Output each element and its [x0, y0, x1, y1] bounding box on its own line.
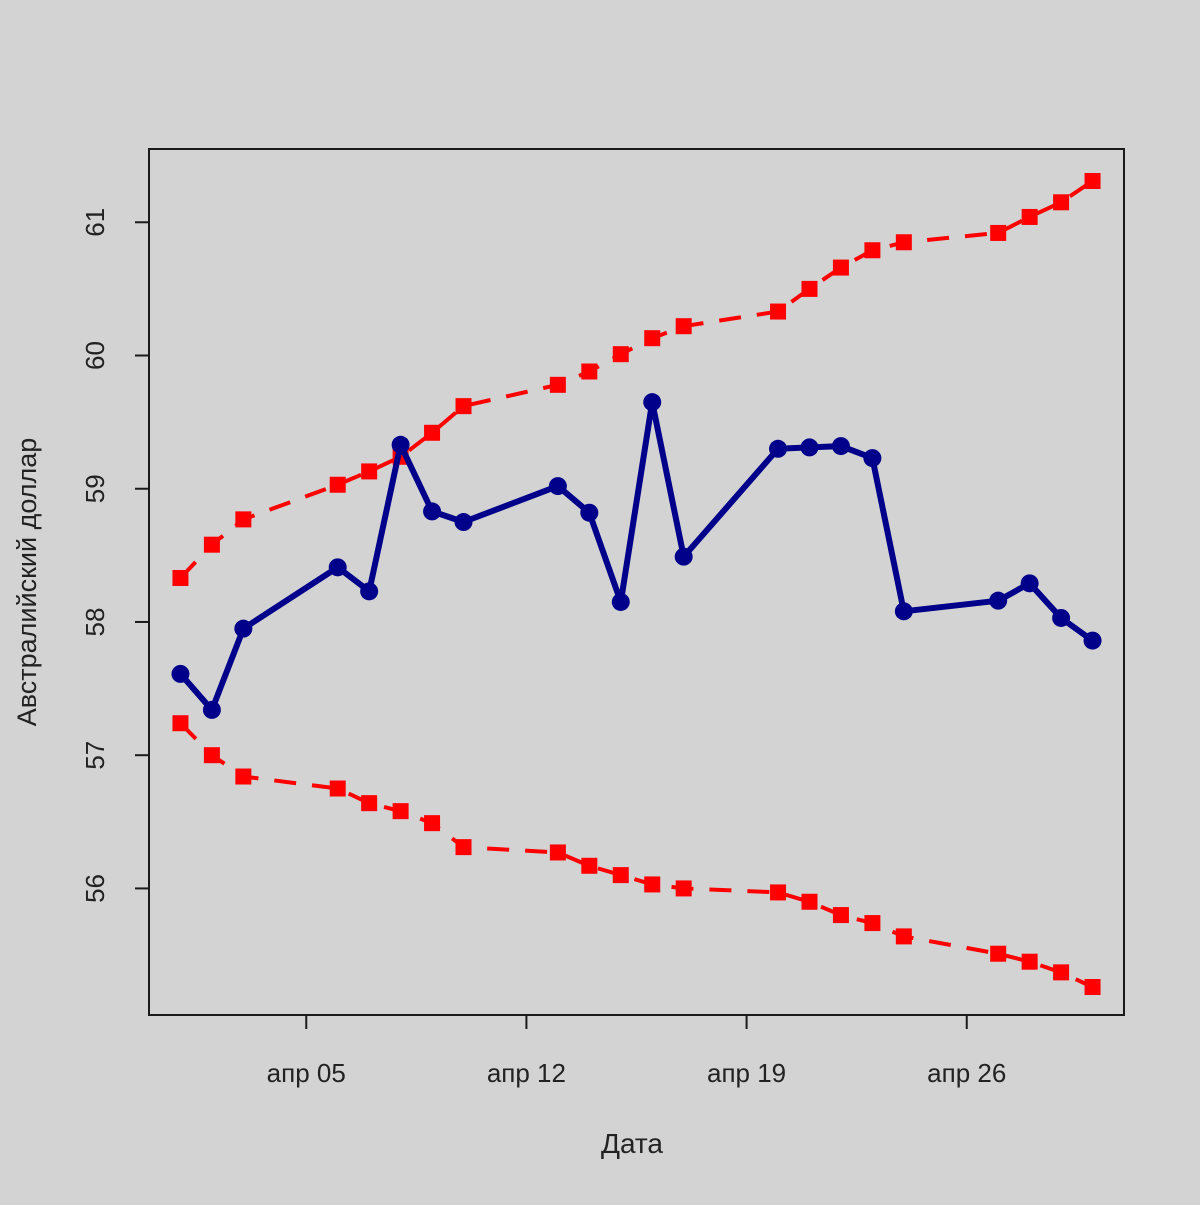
band-point — [1053, 964, 1070, 981]
rate-point — [360, 582, 379, 601]
band-line — [179, 721, 1094, 989]
rate-point — [234, 619, 253, 638]
y-tick-label: 56 — [80, 874, 110, 903]
rate-point — [548, 477, 567, 496]
rate-point — [454, 513, 473, 532]
band-point — [172, 715, 189, 732]
band-point — [455, 398, 472, 415]
band-point — [644, 876, 661, 893]
band-point — [329, 476, 346, 493]
rate-point — [391, 435, 410, 454]
rate-point — [863, 449, 882, 468]
band-point — [392, 803, 409, 820]
band-point — [329, 780, 346, 797]
band-point — [895, 928, 912, 945]
rate-point — [423, 502, 442, 521]
y-tick-label: 59 — [80, 474, 110, 503]
band-point — [895, 234, 912, 251]
band-point — [801, 893, 818, 910]
band-point — [675, 880, 692, 897]
band-point — [770, 884, 787, 901]
band-point — [581, 363, 598, 380]
rate-point — [611, 592, 630, 611]
x-tick-label: апр 05 — [267, 1058, 346, 1088]
y-tick-label: 58 — [80, 608, 110, 637]
plot-frame — [148, 148, 1125, 1016]
x-axis-title: Дата — [601, 1128, 663, 1159]
band-point — [990, 224, 1007, 241]
axis-layer: апр 05 апр 12 апр 19 апр 26 56 57 58 59 60 61 — [80, 208, 1006, 1088]
band-point — [1053, 194, 1070, 211]
band-point — [424, 815, 441, 832]
band-point — [1084, 979, 1101, 996]
band-point — [612, 867, 629, 884]
band-point — [990, 945, 1007, 962]
band-line — [179, 179, 1094, 580]
rate-point — [328, 558, 347, 577]
band-point — [612, 346, 629, 363]
band-point — [203, 747, 220, 764]
band-point — [549, 844, 566, 861]
band-point — [832, 259, 849, 276]
rate-point — [202, 700, 221, 719]
band-point — [235, 511, 252, 528]
band-point — [770, 303, 787, 320]
band-point — [1084, 172, 1101, 189]
x-tick-label: апр 26 — [927, 1058, 1006, 1088]
band-point — [832, 907, 849, 924]
band-point — [455, 839, 472, 856]
band-point — [549, 376, 566, 393]
band-point — [801, 280, 818, 297]
band-point — [203, 536, 220, 553]
band-point — [675, 318, 692, 335]
band-point — [1021, 953, 1038, 970]
y-tick-label: 60 — [80, 341, 110, 370]
rate-line — [178, 399, 1095, 713]
band-point — [361, 795, 378, 812]
band-point — [361, 463, 378, 480]
series-0 — [171, 393, 1102, 719]
rate-point — [580, 503, 599, 522]
band-point — [172, 570, 189, 587]
rate-point — [1052, 608, 1071, 627]
rate-point — [171, 664, 190, 683]
series-1 — [172, 172, 1101, 587]
series-2 — [172, 715, 1101, 996]
series-layer — [171, 172, 1102, 996]
rate-point — [1020, 574, 1039, 593]
band-point — [235, 768, 252, 785]
y-tick-label: 61 — [80, 208, 110, 237]
x-tick-label: апр 19 — [707, 1058, 786, 1088]
rate-point — [800, 438, 819, 457]
rate-point — [1083, 631, 1102, 650]
band-point — [1021, 208, 1038, 225]
band-point — [581, 857, 598, 874]
rate-point — [674, 547, 693, 566]
band-point — [644, 330, 661, 347]
band-point — [424, 424, 441, 441]
y-axis-title: Австралийский доллар — [12, 438, 42, 727]
rate-point — [643, 393, 662, 412]
rate-point — [989, 591, 1008, 610]
band-point — [864, 242, 881, 259]
rate-point — [831, 437, 850, 456]
rate-point — [894, 602, 913, 621]
rate-point — [769, 439, 788, 458]
band-point — [864, 915, 881, 932]
x-tick-label: апр 12 — [487, 1058, 566, 1088]
y-tick-label: 57 — [80, 741, 110, 770]
